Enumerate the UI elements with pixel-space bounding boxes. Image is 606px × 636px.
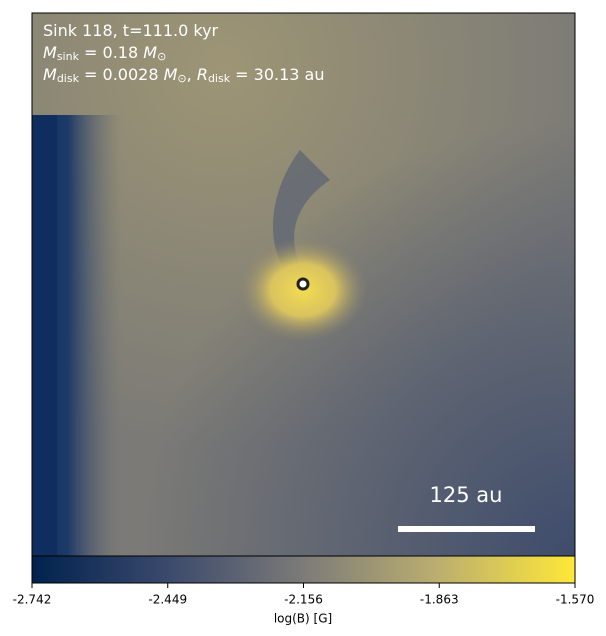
annotation-part: ⊙: [177, 72, 186, 85]
colorbar: [31, 555, 576, 584]
field-image: [32, 13, 575, 556]
annotation-part: disk: [208, 72, 231, 85]
colorbar-tick-label: -2.156: [284, 593, 323, 607]
annotation-part: ,: [187, 65, 197, 84]
annotation-part: Sink 118, t=111.0 kyr: [43, 21, 219, 40]
annotation-part: = 0.18: [79, 43, 143, 62]
colorbar-tick-label: -2.742: [13, 593, 52, 607]
annotation-part: M: [143, 43, 157, 62]
annotation: Mdisk = 0.0028 M⊙, Rdisk = 30.13 au: [43, 65, 325, 86]
colorbar-tick-label: -2.449: [148, 593, 187, 607]
annotation-part: sink: [57, 50, 80, 63]
colorbar-tick-label: -1.863: [420, 593, 459, 607]
annotation-part: R: [197, 65, 208, 84]
scale-bar-label: 125 au: [430, 483, 503, 507]
annotation-part: M: [43, 43, 57, 62]
annotation-part: ⊙: [157, 50, 166, 63]
annotation-part: disk: [57, 72, 80, 85]
annotation-part: = 30.13 au: [230, 65, 324, 84]
annotation-part: M: [164, 65, 178, 84]
colorbar-tick-label: -1.570: [556, 593, 595, 607]
annotation: Msink = 0.18 M⊙: [43, 43, 166, 64]
colorbar-label: log(B) [G]: [274, 612, 332, 626]
annotation: Sink 118, t=111.0 kyr: [43, 21, 219, 40]
scale-bar: [398, 526, 535, 532]
annotation-part: = 0.0028: [79, 65, 164, 84]
annotation-part: M: [43, 65, 57, 84]
